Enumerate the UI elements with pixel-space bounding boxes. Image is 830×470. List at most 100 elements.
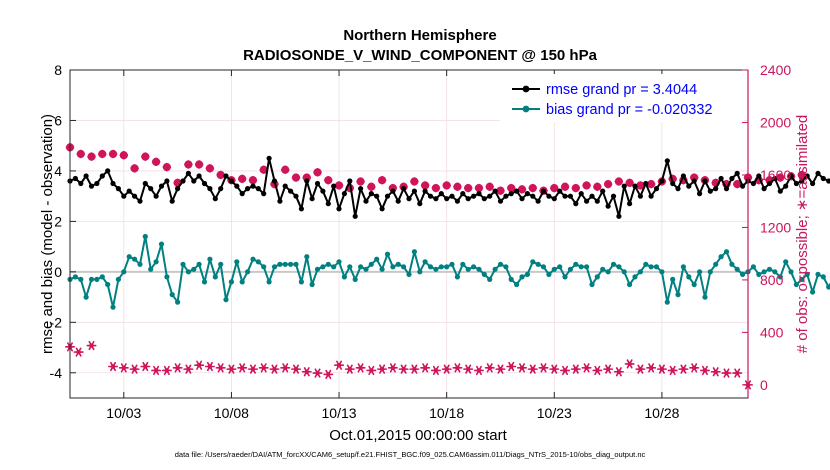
rmse-point xyxy=(72,175,78,182)
rmse-point xyxy=(137,198,143,204)
assimilated-obs-point xyxy=(323,369,334,379)
rmse-point xyxy=(718,175,724,182)
rmse-point xyxy=(567,193,574,199)
rmse-point xyxy=(309,196,315,202)
bias-point xyxy=(180,261,186,267)
possible-obs-point xyxy=(453,182,462,191)
rmse-point xyxy=(433,196,439,202)
rmse-point xyxy=(643,180,649,187)
bias-point xyxy=(325,261,331,267)
bias-point xyxy=(707,269,713,275)
y-tick-label: 8 xyxy=(54,62,62,78)
assimilated-obs-point xyxy=(118,363,129,373)
rmse-point xyxy=(519,196,525,202)
rmse-point xyxy=(438,191,444,197)
bias-point xyxy=(616,264,622,270)
bias-point xyxy=(261,264,267,270)
assimilated-obs-point xyxy=(312,368,323,378)
bias-point xyxy=(314,266,321,272)
bias-point xyxy=(653,264,660,270)
rmse-point xyxy=(142,180,148,187)
bias-point xyxy=(374,256,380,262)
rmse-point xyxy=(169,198,175,204)
rmse-point xyxy=(535,198,541,204)
bias-point xyxy=(648,264,654,270)
bias-point xyxy=(471,264,477,270)
possible-obs-point xyxy=(431,183,441,193)
rmse-point xyxy=(368,191,374,197)
assimilated-obs-point xyxy=(151,365,162,376)
assimilated-obs-point xyxy=(613,367,624,377)
bias-point xyxy=(196,261,202,267)
assimilated-obs-point xyxy=(667,365,678,376)
assimilated-obs-point xyxy=(689,363,700,373)
assimilated-obs-point xyxy=(420,363,431,373)
rmse-point xyxy=(487,193,493,199)
assimilated-obs-point xyxy=(592,365,603,376)
rmse-point xyxy=(288,188,294,194)
bias-point xyxy=(88,276,95,282)
rmse-point xyxy=(180,178,186,184)
bias-point xyxy=(756,271,762,277)
bias-point xyxy=(223,297,229,303)
rmse-point xyxy=(401,186,407,192)
bias-point xyxy=(298,279,304,285)
rmse-point xyxy=(234,183,240,189)
possible-obs-point xyxy=(313,168,322,177)
possible-obs-point xyxy=(205,164,215,173)
rmse-point xyxy=(503,193,509,199)
rmse-point xyxy=(158,183,165,189)
x-tick-label: 10/03 xyxy=(106,405,141,421)
x-tick-label: 10/18 xyxy=(429,405,464,421)
assimilated-obs-point xyxy=(581,363,592,373)
rmse-point xyxy=(105,168,111,174)
assimilated-obs-point xyxy=(366,365,377,376)
rmse-point xyxy=(444,196,450,202)
bias-point xyxy=(427,264,434,270)
rmse-point xyxy=(573,201,579,207)
bias-point xyxy=(411,249,417,255)
x-tick-label: 10/23 xyxy=(537,405,572,421)
bias-point xyxy=(578,264,584,270)
assimilated-obs-point xyxy=(484,363,495,373)
rmse-point xyxy=(815,170,821,176)
bias-point xyxy=(514,281,520,288)
bias-point xyxy=(729,261,735,267)
rmse-point xyxy=(363,198,369,204)
rmse-point xyxy=(465,196,471,202)
assimilated-obs-point xyxy=(140,361,151,372)
bias-point xyxy=(621,269,627,275)
rmse-point xyxy=(347,178,353,184)
rmse-point xyxy=(250,183,256,189)
rmse-point xyxy=(497,198,504,204)
rmse-point xyxy=(546,193,552,199)
rmse-point xyxy=(584,198,590,204)
bias-point xyxy=(126,254,132,260)
bias-point xyxy=(697,269,703,275)
rmse-point xyxy=(637,193,644,199)
assimilated-obs-point xyxy=(215,363,226,373)
legend-bias-label: bias grand pr = -0.020332 xyxy=(546,102,712,118)
bias-point xyxy=(444,264,450,270)
bias-point xyxy=(239,279,245,285)
rmse-point xyxy=(540,188,547,194)
rmse-point xyxy=(616,213,622,219)
x-axis-tick-labels: 10/03 10/08 10/13 10/18 10/23 10/28 xyxy=(106,405,679,421)
bias-point xyxy=(551,266,557,272)
rmse-point xyxy=(191,178,197,184)
bias-point xyxy=(148,266,154,272)
rmse-point xyxy=(304,178,310,184)
possible-obs-point xyxy=(162,162,172,172)
y-tick-label-right: 400 xyxy=(760,324,784,340)
rmse-point xyxy=(379,206,385,212)
assimilated-obs-point xyxy=(247,364,258,374)
bias-point xyxy=(481,271,487,277)
bias-point xyxy=(110,304,116,310)
possible-obs-point xyxy=(248,176,258,185)
plot-area xyxy=(65,69,830,399)
bias-point xyxy=(600,266,606,272)
legend-bias-marker xyxy=(522,105,530,113)
bias-point xyxy=(212,274,218,280)
rmse-point xyxy=(632,183,638,189)
